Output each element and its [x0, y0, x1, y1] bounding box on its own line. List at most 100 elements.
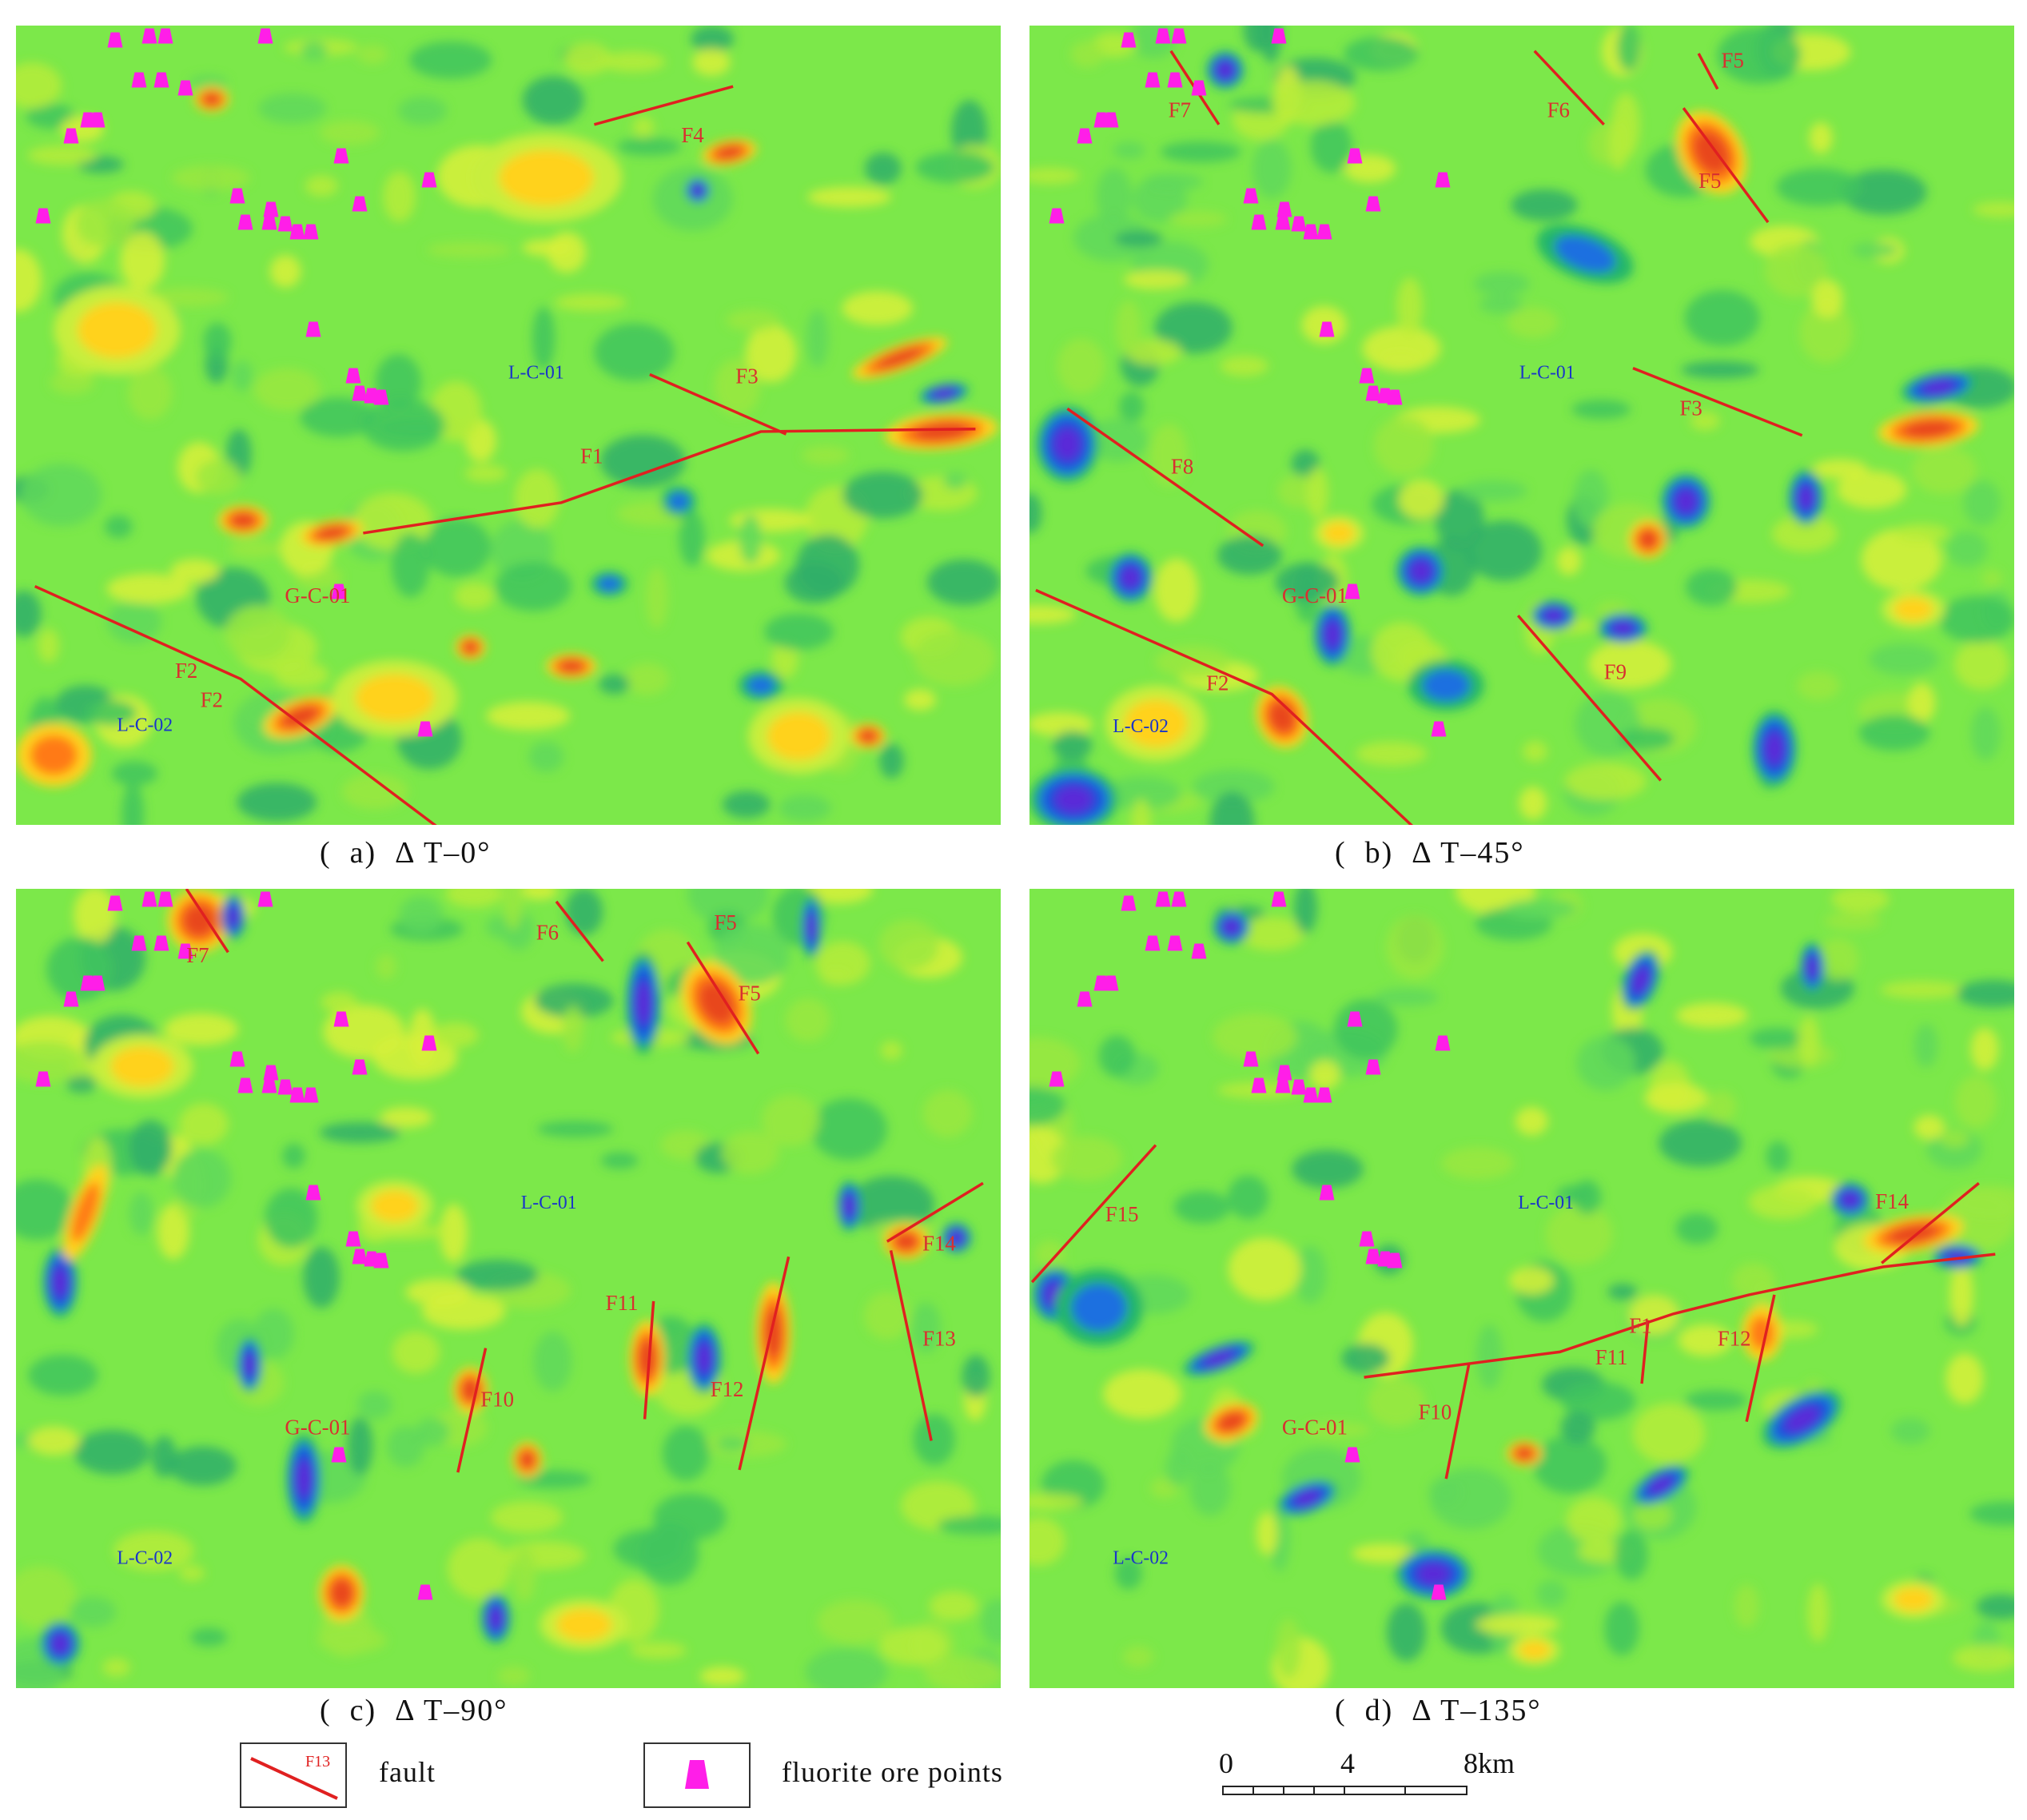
texture-blob [497, 1666, 531, 1687]
anomaly-contour [1841, 1192, 1859, 1208]
anomaly-contour [71, 1182, 100, 1243]
texture-blob [726, 309, 780, 332]
fault-line-f3 [649, 372, 787, 436]
ore-point-marker [305, 321, 321, 337]
texture-blob [1362, 326, 1441, 372]
texture-blob [1118, 391, 1145, 423]
texture-blob [317, 1627, 388, 1654]
texture-blob [600, 51, 666, 73]
anomaly-contour [330, 1579, 353, 1607]
texture-blob [699, 1667, 746, 1686]
texture-blob [1564, 763, 1647, 800]
texture-blob [1911, 446, 1977, 495]
texture-blob [440, 1204, 468, 1263]
anomaly-contour [556, 1608, 612, 1641]
texture-blob [1503, 898, 1577, 920]
texture-blob [616, 137, 682, 156]
texture-blob [1957, 979, 2014, 1008]
anomaly-contour [296, 1459, 312, 1499]
texture-blob [1588, 639, 1672, 689]
map-label: L-C-02 [117, 1547, 173, 1568]
texture-blob [1908, 683, 1936, 723]
ore-point-marker [1365, 196, 1381, 212]
legend-fault-label: fault [379, 1756, 436, 1788]
texture-blob [502, 889, 524, 930]
texture-blob [1275, 562, 1340, 602]
anomaly-contour [1294, 1490, 1320, 1506]
ore-point-marker [1251, 214, 1267, 230]
panel-b-svg: F7 F6 F5 F5 L-C-01 F3 F8 G-C-01 F9 F2 L-C-02 [1029, 26, 2014, 825]
map-label: F6 [1547, 98, 1570, 121]
texture-blob [447, 1538, 511, 1599]
ore-point-marker [1359, 1231, 1375, 1247]
anomaly-contour [638, 1339, 656, 1378]
texture-blob [981, 1598, 1001, 1646]
texture-blob [269, 255, 301, 288]
texture-blob [721, 1131, 779, 1174]
fault-line-f8 [1066, 407, 1264, 548]
texture-blob [1428, 1477, 1461, 1507]
fault-line-f3 [1632, 366, 1803, 437]
texture-blob [203, 322, 232, 360]
ore-point-marker [345, 1231, 361, 1247]
ore-point-marker [141, 891, 157, 907]
texture-blob [1220, 355, 1269, 376]
ore-point-marker [1431, 721, 1447, 737]
texture-blob [237, 783, 317, 822]
map-label: L-C-01 [508, 362, 564, 383]
ore-point-marker [331, 1447, 347, 1463]
fault-line-f13 [889, 1250, 933, 1441]
fault-line-f15 [1030, 1144, 1157, 1284]
ore-point-marker [261, 1077, 277, 1093]
texture-blob [922, 1089, 973, 1137]
texture-blob [319, 1121, 400, 1143]
legend-ore-label: fluorite ore points [782, 1756, 1003, 1788]
ore-point-marker [1171, 891, 1187, 907]
ore-point-marker [1359, 368, 1375, 384]
anomaly-contour [1784, 1406, 1820, 1432]
anomaly-contour [913, 422, 970, 441]
anomaly-contour [667, 492, 691, 512]
anomaly-contour [859, 729, 878, 743]
texture-blob [1102, 776, 1181, 810]
anomaly-contour [767, 712, 830, 760]
panel-d-map: F15 L-C-01 F14 F1 F11 F12 F10 G-C-01 L-C-02 [1029, 889, 2014, 1688]
texture-blob [937, 1515, 1001, 1535]
ore-point-marker [107, 895, 123, 911]
fault-line-f14 [886, 1181, 984, 1243]
ore-point-marker [421, 1035, 437, 1051]
texture-blob [1685, 568, 1738, 606]
anomaly-contour [244, 1352, 256, 1377]
texture-blob [1292, 1149, 1364, 1189]
ore-point-marker [131, 72, 147, 88]
scale-tick-8km: 8km [1464, 1747, 1515, 1779]
panel-c-caption: ( c) Δ T–90° [320, 1694, 508, 1727]
texture-blob [692, 48, 731, 76]
map-label: F2 [1206, 671, 1229, 695]
map-label: F13 [922, 1326, 956, 1350]
texture-blob [1545, 1204, 1613, 1265]
texture-blob [1690, 411, 1720, 431]
texture-blob [1776, 168, 1862, 206]
texture-blob [1367, 1378, 1425, 1427]
map-label: F12 [1718, 1326, 1751, 1350]
ore-point-marker [1276, 201, 1292, 217]
ore-point-marker [352, 1059, 368, 1075]
ore-point-marker [157, 28, 173, 44]
ore-point-marker [1319, 1185, 1335, 1201]
anomaly-contour [696, 1342, 712, 1374]
anomaly-contour [183, 904, 215, 937]
texture-blob [653, 1493, 727, 1541]
texture-blob [662, 1425, 710, 1481]
ore-point-marker [1049, 1071, 1065, 1087]
texture-blob [1811, 279, 1843, 318]
texture-blob [926, 559, 1001, 606]
texture-blob [265, 1188, 318, 1249]
anomaly-contour [1323, 522, 1355, 544]
map-label: F12 [711, 1377, 744, 1401]
texture-blob [806, 186, 892, 208]
anomaly-contour [1903, 420, 1954, 439]
ore-point-marker [1303, 1087, 1319, 1103]
texture-blob [1103, 1369, 1182, 1419]
texture-blob [1302, 1422, 1371, 1438]
